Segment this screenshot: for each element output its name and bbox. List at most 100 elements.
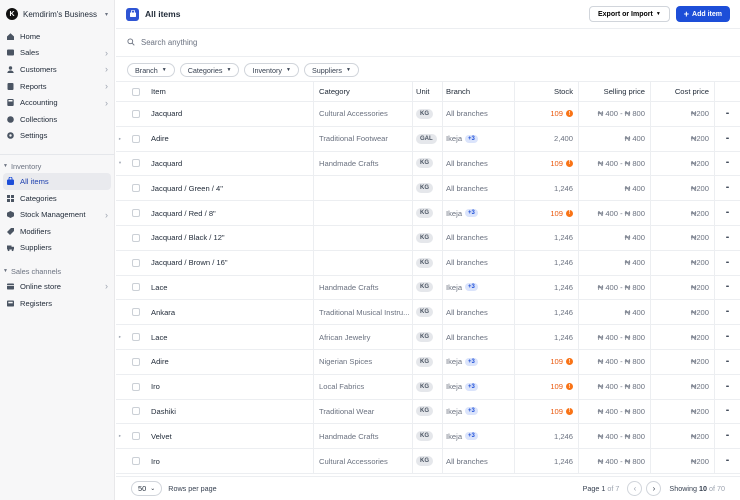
add-item-button[interactable]: + Add item: [675, 6, 730, 22]
sidebar-item-all-items[interactable]: All items: [3, 173, 111, 190]
inventory-section-header[interactable]: ▼ Inventory: [0, 159, 114, 173]
item-name[interactable]: Jacquard / Black / 12": [148, 225, 314, 250]
column-header-category[interactable]: Category: [314, 82, 413, 101]
more-branches-badge[interactable]: +3: [465, 209, 478, 218]
sidebar-item-categories[interactable]: Categories: [0, 190, 114, 207]
row-checkbox[interactable]: [124, 276, 148, 300]
item-name[interactable]: Iro: [148, 449, 314, 473]
item-name[interactable]: Adire: [148, 349, 314, 374]
row-checkbox[interactable]: [124, 226, 148, 250]
table-row[interactable]: Ankara Traditional Musical Instru... KG All…: [116, 300, 740, 326]
column-header-item[interactable]: Item: [148, 82, 314, 101]
filter-categories[interactable]: Categories ▼: [179, 63, 240, 77]
more-actions-icon[interactable]: •••: [725, 358, 729, 365]
table-row[interactable]: ▸ Velvet Handmade Crafts KG Ikeja +3 1,246 ₦ 40…: [116, 424, 740, 450]
table-row[interactable]: ▸ Lace African Jewelry KG All branches 1,246 ₦…: [116, 325, 740, 350]
row-checkbox[interactable]: [124, 127, 148, 151]
sidebar-item-settings[interactable]: Settings: [0, 128, 114, 145]
item-name[interactable]: Lace: [148, 275, 314, 300]
more-actions-icon[interactable]: •••: [725, 408, 729, 415]
more-branches-badge[interactable]: +3: [465, 283, 478, 292]
column-header-unit[interactable]: Unit: [413, 82, 443, 101]
sidebar-item-stock-management[interactable]: Stock Management ›: [0, 206, 114, 223]
sidebar-item-customers[interactable]: Customers ›: [0, 61, 114, 78]
item-name[interactable]: Iro: [148, 374, 314, 399]
more-actions-icon[interactable]: •••: [725, 383, 729, 390]
next-page-button[interactable]: ›: [646, 481, 662, 496]
sidebar-item-online-store[interactable]: Online store ›: [0, 278, 114, 295]
table-row[interactable]: Iro Cultural Accessories KG All branches 1,2…: [116, 449, 740, 474]
table-row[interactable]: Jacquard / Green / 4" KG All branches 1,246…: [116, 176, 740, 202]
business-switcher[interactable]: K Kemdirim's Business ▾: [0, 0, 114, 28]
more-actions-icon[interactable]: •••: [725, 110, 729, 117]
more-branches-badge[interactable]: +3: [465, 357, 478, 366]
more-actions-icon[interactable]: •••: [725, 259, 729, 266]
table-row[interactable]: Jacquard Cultural Accessories KG All branch…: [116, 102, 740, 127]
row-checkbox[interactable]: [124, 176, 148, 200]
more-actions-icon[interactable]: •••: [725, 458, 729, 465]
row-checkbox[interactable]: [124, 449, 148, 473]
export-import-button[interactable]: Export or Import ▼: [588, 6, 670, 22]
more-branches-badge[interactable]: +3: [465, 407, 478, 416]
prev-page-button[interactable]: ‹: [627, 481, 643, 496]
row-checkbox[interactable]: [124, 102, 148, 126]
expand-toggle-icon[interactable]: ▸: [118, 433, 122, 439]
rows-per-page-select[interactable]: 50 ⌄: [131, 481, 163, 496]
row-checkbox[interactable]: [124, 201, 148, 225]
table-row[interactable]: ▾ Jacquard Handmade Crafts KG All branches 10…: [116, 151, 740, 177]
table-row[interactable]: Jacquard / Red / 8" KG Ikeja +3 109! ₦ 400 - …: [116, 201, 740, 226]
table-row[interactable]: Iro Local Fabrics KG Ikeja +3 109! ₦ 400 - ₦ 8…: [116, 374, 740, 400]
item-name[interactable]: Ankara: [148, 300, 314, 325]
row-checkbox[interactable]: [124, 424, 148, 448]
sidebar-item-modifiers[interactable]: Modifiers: [0, 223, 114, 240]
expand-toggle-icon[interactable]: ▸: [118, 135, 122, 141]
item-name[interactable]: Jacquard / Green / 4": [148, 176, 314, 201]
item-name[interactable]: Jacquard / Brown / 16": [148, 250, 314, 275]
sidebar-item-collections[interactable]: Collections: [0, 111, 114, 128]
more-actions-icon[interactable]: •••: [725, 334, 729, 341]
more-actions-icon[interactable]: •••: [725, 185, 729, 192]
row-checkbox[interactable]: [124, 300, 148, 324]
more-actions-icon[interactable]: •••: [725, 135, 729, 142]
more-actions-icon[interactable]: •••: [725, 160, 729, 167]
more-actions-icon[interactable]: •••: [725, 433, 729, 440]
item-name[interactable]: Adire: [148, 126, 314, 151]
column-header-stock[interactable]: Stock: [515, 82, 579, 101]
column-header-cost-price[interactable]: Cost price: [651, 82, 715, 101]
sidebar-item-accounting[interactable]: Accounting ›: [0, 94, 114, 111]
filter-inventory[interactable]: Inventory ▼: [244, 63, 299, 77]
expand-toggle-icon[interactable]: ▸: [118, 334, 122, 340]
row-checkbox[interactable]: [124, 400, 148, 424]
select-all-checkbox[interactable]: [124, 82, 148, 101]
table-row[interactable]: Dashiki Traditional Wear KG Ikeja +3 109! ₦ 40…: [116, 399, 740, 425]
sidebar-item-sales[interactable]: Sales ›: [0, 45, 114, 62]
filter-suppliers[interactable]: Suppliers ▼: [303, 63, 359, 77]
sidebar-item-registers[interactable]: Registers: [0, 295, 114, 312]
sidebar-item-home[interactable]: Home: [0, 28, 114, 45]
table-row[interactable]: Lace Handmade Crafts KG Ikeja +3 1,246 ₦ 400 -…: [116, 275, 740, 301]
row-checkbox[interactable]: [124, 251, 148, 275]
item-name[interactable]: Lace: [148, 325, 314, 349]
item-name[interactable]: Jacquard / Red / 8": [148, 201, 314, 225]
sidebar-item-suppliers[interactable]: Suppliers: [0, 240, 114, 257]
row-checkbox[interactable]: [124, 152, 148, 176]
item-name[interactable]: Velvet: [148, 424, 314, 449]
more-actions-icon[interactable]: •••: [725, 210, 729, 217]
table-row[interactable]: Adire Nigerian Spices KG Ikeja +3 109! ₦ 400 -…: [116, 349, 740, 375]
row-checkbox[interactable]: [124, 375, 148, 399]
search-bar[interactable]: Search anything: [116, 29, 740, 57]
table-row[interactable]: ▸ Adire Traditional Footwear GAL Ikeja +3 2,40…: [116, 126, 740, 152]
row-checkbox[interactable]: [124, 350, 148, 374]
row-checkbox[interactable]: [124, 325, 148, 349]
item-name[interactable]: Jacquard: [148, 102, 314, 126]
more-actions-icon[interactable]: •••: [725, 234, 729, 241]
more-branches-badge[interactable]: +3: [465, 432, 478, 441]
item-name[interactable]: Dashiki: [148, 399, 314, 424]
more-branches-badge[interactable]: +3: [465, 382, 478, 391]
table-row[interactable]: Jacquard / Black / 12" KG All branches 1,24…: [116, 225, 740, 251]
sales-channels-section-header[interactable]: ▼ Sales channels: [0, 264, 114, 278]
column-header-branch[interactable]: Branch: [443, 82, 515, 101]
sidebar-item-reports[interactable]: Reports ›: [0, 78, 114, 95]
column-header-selling-price[interactable]: Selling price: [579, 82, 651, 101]
more-actions-icon[interactable]: •••: [725, 309, 729, 316]
